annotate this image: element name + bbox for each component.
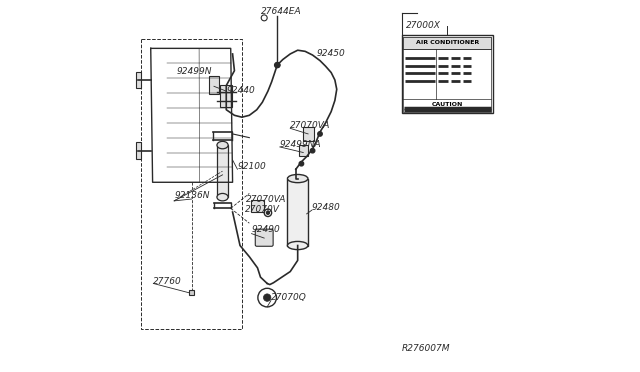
Text: 92480: 92480 — [312, 203, 340, 212]
Ellipse shape — [287, 174, 308, 183]
Bar — [251, 200, 264, 212]
Bar — [136, 142, 141, 159]
Ellipse shape — [217, 141, 228, 149]
FancyBboxPatch shape — [255, 229, 273, 246]
Text: 92499N: 92499N — [177, 67, 212, 76]
Bar — [217, 145, 228, 197]
Text: AIR CONDITIONER: AIR CONDITIONER — [416, 41, 479, 45]
Bar — [209, 76, 219, 94]
Bar — [403, 37, 492, 49]
Bar — [220, 85, 232, 107]
Circle shape — [266, 211, 269, 214]
Text: 27070VA: 27070VA — [291, 121, 331, 130]
Text: 92450: 92450 — [316, 49, 345, 58]
Text: R276007M: R276007M — [402, 344, 451, 353]
Text: 27000X: 27000X — [406, 21, 440, 30]
Circle shape — [264, 294, 271, 301]
Bar — [136, 72, 141, 88]
Text: 92440: 92440 — [227, 86, 255, 94]
Circle shape — [275, 62, 280, 68]
Text: 27070Q: 27070Q — [271, 293, 307, 302]
Bar — [303, 127, 314, 141]
Bar — [287, 179, 308, 246]
Ellipse shape — [217, 193, 228, 201]
Text: CAUTION: CAUTION — [432, 102, 463, 107]
Bar — [299, 145, 308, 156]
Circle shape — [275, 63, 280, 67]
Text: 27070VA: 27070VA — [246, 195, 286, 204]
Ellipse shape — [287, 241, 308, 250]
Bar — [189, 290, 195, 295]
Circle shape — [318, 132, 322, 136]
Text: 27644EA: 27644EA — [261, 7, 302, 16]
Circle shape — [299, 161, 303, 166]
Text: 92100: 92100 — [237, 162, 266, 171]
Bar — [402, 35, 493, 113]
Text: 92490: 92490 — [252, 225, 280, 234]
Bar — [403, 37, 492, 112]
Text: 92136N: 92136N — [174, 191, 210, 200]
Text: 27760: 27760 — [154, 277, 182, 286]
Text: 27070V: 27070V — [245, 205, 280, 214]
Circle shape — [310, 148, 315, 153]
Text: 92499NA: 92499NA — [280, 140, 321, 149]
